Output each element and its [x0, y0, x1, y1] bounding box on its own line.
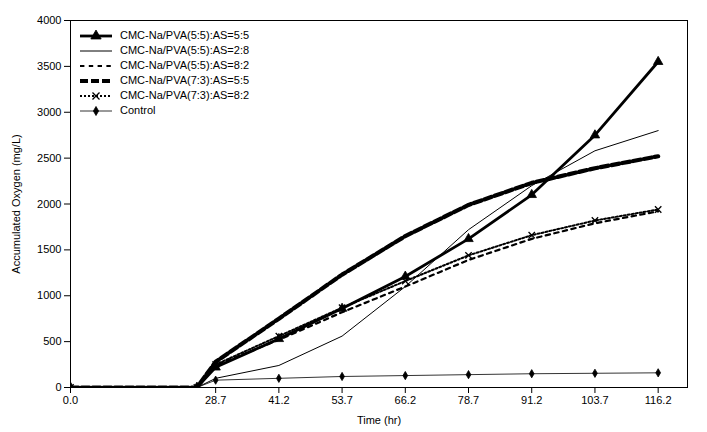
svg-text:116.2: 116.2 [645, 394, 672, 406]
svg-text:1000: 1000 [37, 289, 61, 301]
html-text:CMC-Na/PVA(5:5):AS=8:2: CMC-Na/PVA(5:5):AS=8:2 [120, 59, 250, 71]
svg-text:0: 0 [55, 381, 61, 393]
svg-text:3000: 3000 [37, 106, 61, 118]
html-text:CMC-Na/PVA(7:3):AS=5:5: CMC-Na/PVA(7:3):AS=5:5 [120, 74, 250, 86]
svg-text:4000: 4000 [37, 14, 61, 26]
html-text:CMC-Na/PVA(5:5):AS=5:5: CMC-Na/PVA(5:5):AS=5:5 [120, 29, 250, 41]
svg-text:53.7: 53.7 [331, 394, 352, 406]
svg-text:Time (hr): Time (hr) [357, 414, 401, 426]
html-text:CMC-Na/PVA(7:3):AS=8:2: CMC-Na/PVA(7:3):AS=8:2 [120, 89, 250, 101]
svg-text:41.2: 41.2 [268, 394, 289, 406]
svg-text:2500: 2500 [37, 152, 61, 164]
svg-text:66.2: 66.2 [395, 394, 416, 406]
svg-text:91.2: 91.2 [521, 394, 542, 406]
svg-text:0.0: 0.0 [63, 394, 78, 406]
svg-text:2000: 2000 [37, 198, 61, 210]
html-text:CMC-Na/PVA(5:5):AS=2:8: CMC-Na/PVA(5:5):AS=2:8 [120, 44, 250, 56]
svg-text:Accumulated Oxygen (mg/L): Accumulated Oxygen (mg/L) [10, 134, 22, 273]
svg-text:500: 500 [43, 335, 61, 347]
svg-text:28.7: 28.7 [205, 394, 226, 406]
html-text:Control: Control [120, 104, 156, 116]
svg-text:78.7: 78.7 [458, 394, 479, 406]
svg-text:1500: 1500 [37, 243, 61, 255]
svg-text:103.7: 103.7 [581, 394, 609, 406]
svg-text:3500: 3500 [37, 60, 61, 72]
